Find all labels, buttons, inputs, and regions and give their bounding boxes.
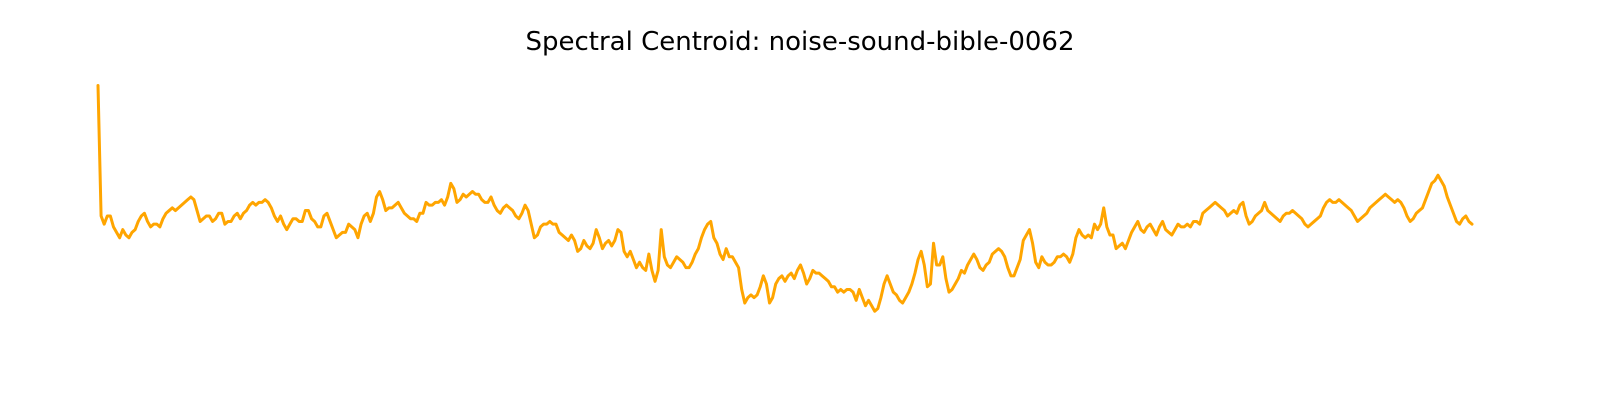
plot-area: [96, 83, 1474, 313]
chart-title: Spectral Centroid: noise-sound-bible-006…: [525, 27, 1075, 57]
series-line-0: [96, 83, 1474, 313]
